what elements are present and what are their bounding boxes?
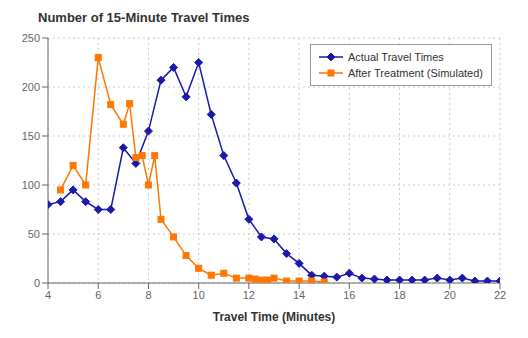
svg-text:16: 16 — [343, 289, 355, 301]
svg-text:0: 0 — [34, 277, 40, 289]
svg-text:12: 12 — [243, 289, 255, 301]
svg-text:10: 10 — [193, 289, 205, 301]
html-text:Actual Travel Times: Actual Travel Times — [347, 51, 444, 63]
svg-text:100: 100 — [22, 179, 40, 191]
html-text:Number of 15-Minute Travel Tim: Number of 15-Minute Travel Times — [38, 10, 250, 25]
svg-text:50: 50 — [28, 228, 40, 240]
svg-text:6: 6 — [95, 289, 101, 301]
svg-text:150: 150 — [22, 130, 40, 142]
svg-text:4: 4 — [45, 289, 51, 301]
svg-text:8: 8 — [145, 289, 151, 301]
svg-text:14: 14 — [293, 289, 305, 301]
html-text:After Treatment (Simulated): After Treatment (Simulated) — [347, 67, 483, 79]
svg-text:22: 22 — [494, 289, 506, 301]
svg-text:Travel Time (Minutes): Travel Time (Minutes) — [213, 310, 335, 324]
svg-text:18: 18 — [393, 289, 405, 301]
svg-text:20: 20 — [444, 289, 456, 301]
svg-text:250: 250 — [22, 32, 40, 44]
svg-text:200: 200 — [22, 81, 40, 93]
